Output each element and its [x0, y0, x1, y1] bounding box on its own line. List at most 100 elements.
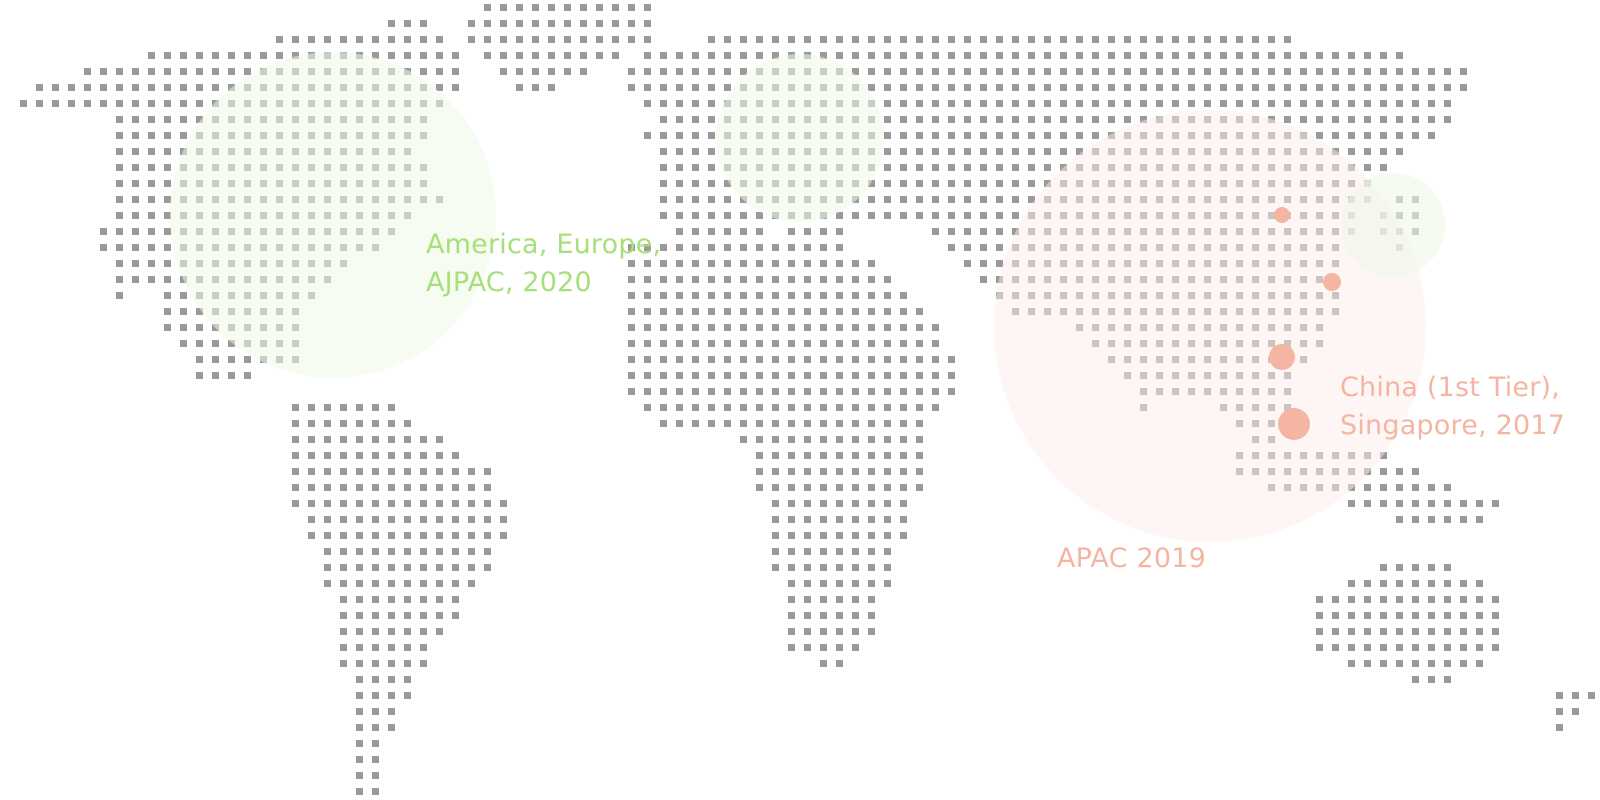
land-dot — [516, 20, 523, 27]
land-dot — [1220, 100, 1227, 107]
land-dot — [740, 68, 747, 75]
land-dot — [1108, 100, 1115, 107]
land-dot — [1092, 68, 1099, 75]
land-dot — [804, 324, 811, 331]
land-dot — [1044, 116, 1051, 123]
land-dot — [388, 692, 395, 699]
land-dot — [1396, 116, 1403, 123]
land-dot — [1012, 196, 1019, 203]
land-dot — [628, 372, 635, 379]
land-dot — [372, 660, 379, 667]
land-dot — [1332, 100, 1339, 107]
land-dot — [676, 164, 683, 171]
land-dot — [948, 228, 955, 235]
land-dot — [660, 276, 667, 283]
land-dot — [932, 52, 939, 59]
land-dot — [148, 196, 155, 203]
land-dot — [708, 340, 715, 347]
land-dot — [900, 372, 907, 379]
land-dot — [884, 452, 891, 459]
land-dot — [788, 260, 795, 267]
land-dot — [964, 212, 971, 219]
label-apac-2019: APAC 2019 — [1057, 543, 1206, 574]
land-dot — [836, 324, 843, 331]
land-dot — [148, 244, 155, 251]
land-dot — [308, 484, 315, 491]
land-dot — [820, 564, 827, 571]
land-dot — [356, 484, 363, 491]
land-dot — [660, 164, 667, 171]
land-dot — [548, 84, 555, 91]
land-dot — [836, 340, 843, 347]
land-dot — [356, 756, 363, 763]
land-dot — [1060, 148, 1067, 155]
land-dot — [612, 20, 619, 27]
land-dot — [244, 52, 251, 59]
land-dot — [484, 532, 491, 539]
land-dot — [900, 420, 907, 427]
land-dot — [180, 340, 187, 347]
land-dot — [292, 484, 299, 491]
land-dot — [884, 580, 891, 587]
land-dot — [404, 20, 411, 27]
land-dot — [836, 548, 843, 555]
land-dot — [708, 212, 715, 219]
land-dot — [1380, 484, 1387, 491]
land-dot — [644, 388, 651, 395]
land-dot — [1444, 676, 1451, 683]
land-dot — [116, 164, 123, 171]
land-dot — [388, 628, 395, 635]
land-dot — [1460, 596, 1467, 603]
land-dot — [1268, 84, 1275, 91]
land-dot — [372, 36, 379, 43]
land-dot — [1316, 68, 1323, 75]
land-dot — [660, 340, 667, 347]
land-dot — [820, 52, 827, 59]
land-dot — [884, 308, 891, 315]
land-dot — [1204, 36, 1211, 43]
land-dot — [1124, 36, 1131, 43]
land-dot — [692, 372, 699, 379]
land-dot — [1556, 692, 1563, 699]
land-dot — [1396, 132, 1403, 139]
land-dot — [932, 404, 939, 411]
land-dot — [772, 468, 779, 475]
land-dot — [1444, 628, 1451, 635]
land-dot — [404, 36, 411, 43]
land-dot — [836, 468, 843, 475]
land-dot — [660, 324, 667, 331]
land-dot — [868, 372, 875, 379]
land-dot — [292, 36, 299, 43]
land-dot — [836, 580, 843, 587]
land-dot — [884, 436, 891, 443]
land-dot — [772, 372, 779, 379]
land-dot — [708, 292, 715, 299]
land-dot — [148, 68, 155, 75]
land-dot — [1348, 644, 1355, 651]
city-guangzhou-marker — [1269, 344, 1295, 370]
land-dot — [772, 548, 779, 555]
land-dot — [452, 84, 459, 91]
land-dot — [1380, 452, 1387, 459]
land-dot — [1012, 84, 1019, 91]
land-dot — [372, 500, 379, 507]
land-dot — [708, 372, 715, 379]
land-dot — [1428, 676, 1435, 683]
land-dot — [1380, 612, 1387, 619]
land-dot — [900, 132, 907, 139]
land-dot — [676, 308, 683, 315]
land-dot — [884, 132, 891, 139]
land-dot — [324, 580, 331, 587]
land-dot — [884, 52, 891, 59]
land-dot — [100, 244, 107, 251]
land-dot — [1220, 52, 1227, 59]
land-dot — [628, 244, 635, 251]
land-dot — [1348, 100, 1355, 107]
land-dot — [436, 484, 443, 491]
land-dot — [644, 84, 651, 91]
land-dot — [868, 468, 875, 475]
land-dot — [180, 116, 187, 123]
land-dot — [356, 676, 363, 683]
land-dot — [436, 564, 443, 571]
land-dot — [724, 356, 731, 363]
